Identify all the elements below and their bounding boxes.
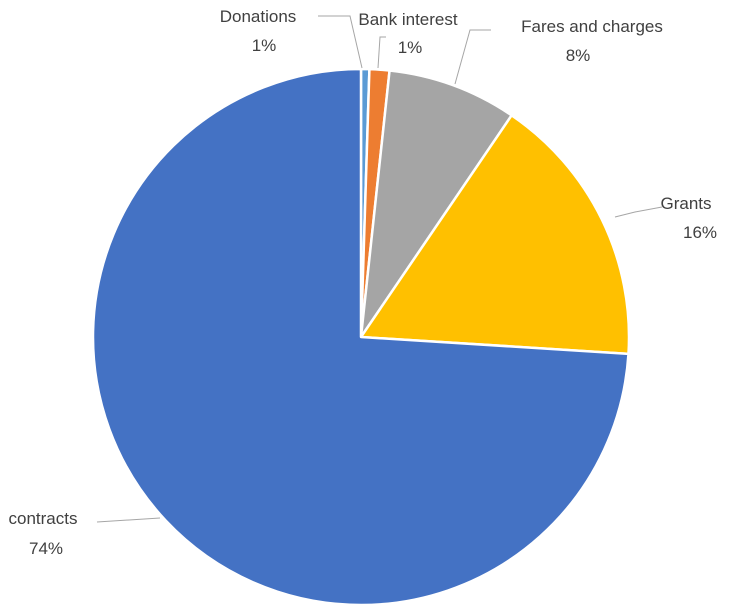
pie-slice-fares-and-charges [359,69,513,339]
slice-percent-label: 8% [566,46,591,65]
slice-percent-label: 1% [252,36,277,55]
leader-line-grants [614,206,663,218]
slice-percent-label: 16% [683,223,717,242]
leader-line-bank-interest [377,36,386,69]
leader-line-fares-and-charges [454,29,491,85]
slice-name-label: Bank interest [358,10,457,29]
slice-percent-label: 1% [398,38,423,57]
slice-name-label: Grants [660,194,711,213]
slice-name-label: Donations [220,7,297,26]
leader-line-contracts [96,517,161,523]
slice-name-label: Fares and charges [521,17,663,36]
slice-name-label: contracts [9,509,78,528]
leader-line-donations [318,15,363,69]
pie-slices [91,67,631,605]
leader-lines [96,15,663,523]
pie-slice-grants [359,114,631,356]
slice-percent-label: 74% [29,539,63,558]
data-labels: Donations 1% Bank interest 1% Fares and char… [9,7,718,558]
pie-slice-contracts [91,67,630,605]
